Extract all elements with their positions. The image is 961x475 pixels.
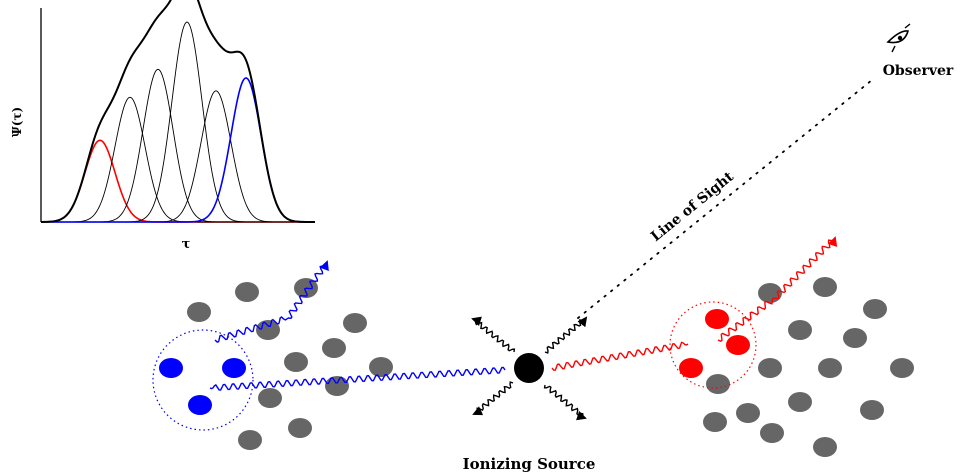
gray-cloud: [235, 282, 259, 302]
near-side-cloud-group-ring: [152, 329, 254, 431]
red-emitting-cloud: [679, 358, 703, 378]
gray-cloud: [238, 430, 262, 450]
gray-cloud: [288, 418, 312, 438]
photon-paths: [209, 236, 838, 421]
source-emission-arrow: [543, 384, 587, 421]
ionizing-photon-to-far-cloud: [551, 341, 689, 372]
gray-cloud: [760, 423, 784, 443]
gaussian-components: [40, 21, 315, 223]
blue-emitting-cloud: [159, 358, 183, 378]
gray-cloud: [788, 320, 812, 340]
gray-cloud: [703, 412, 727, 432]
gray-cloud: [863, 299, 887, 319]
gaussian-component-5: [41, 90, 315, 223]
far-cloud-reprocessed-photon: [717, 297, 776, 343]
total-transfer-function-curve: [40, 0, 315, 223]
gray-cloud: [860, 400, 884, 420]
inset-y-axis-label: Ψ(τ): [10, 107, 24, 137]
gray-cloud: [843, 328, 867, 348]
source-emission-arrow: [472, 381, 514, 416]
gray-cloud: [706, 374, 730, 394]
gray-cloud: [258, 388, 282, 408]
observer-label: Observer: [883, 63, 954, 79]
gray-cloud: [187, 302, 211, 322]
ionizing-source-label: Ionizing Source: [463, 455, 596, 473]
gray-cloud: [890, 358, 914, 378]
near-cloud-reprocessed-photon: [214, 316, 289, 343]
line-of-sight-label: Line of Sight: [648, 168, 737, 244]
source-emission-arrow: [544, 316, 588, 354]
line-of-sight-dotted-line: [577, 79, 873, 319]
cloud-field: [159, 277, 914, 457]
far-side-cloud-group-ring: [669, 301, 757, 389]
inset-transfer-function-plot: Ψ(τ) τ: [10, 0, 315, 252]
red-emitting-cloud: [726, 335, 750, 355]
gray-cloud: [325, 376, 349, 396]
gray-cloud: [343, 313, 367, 333]
observer-eye-icon: [886, 23, 911, 53]
gray-cloud: [284, 352, 308, 372]
blue-emitting-cloud: [188, 395, 212, 415]
ionizing-photon-to-near-cloud: [209, 366, 506, 391]
gray-cloud: [758, 358, 782, 378]
inset-x-axis-label: τ: [182, 237, 191, 252]
gray-cloud: [736, 403, 760, 423]
gray-cloud: [818, 358, 842, 378]
red-emitting-cloud: [705, 309, 729, 329]
near-cloud-reprocessed-photon-to-observer: [287, 260, 329, 319]
far-cloud-reprocessed-photon-to-observer: [774, 236, 838, 300]
gaussian-component-6: [41, 77, 315, 223]
gray-cloud: [813, 437, 837, 457]
gaussian-component-4: [41, 21, 315, 223]
blue-emitting-cloud: [222, 358, 246, 378]
ionizing-source: [514, 353, 544, 383]
gray-cloud: [322, 338, 346, 358]
gray-cloud: [369, 357, 393, 377]
gray-cloud: [788, 392, 812, 412]
gray-cloud: [813, 277, 837, 297]
source-emission-arrow: [471, 316, 516, 353]
